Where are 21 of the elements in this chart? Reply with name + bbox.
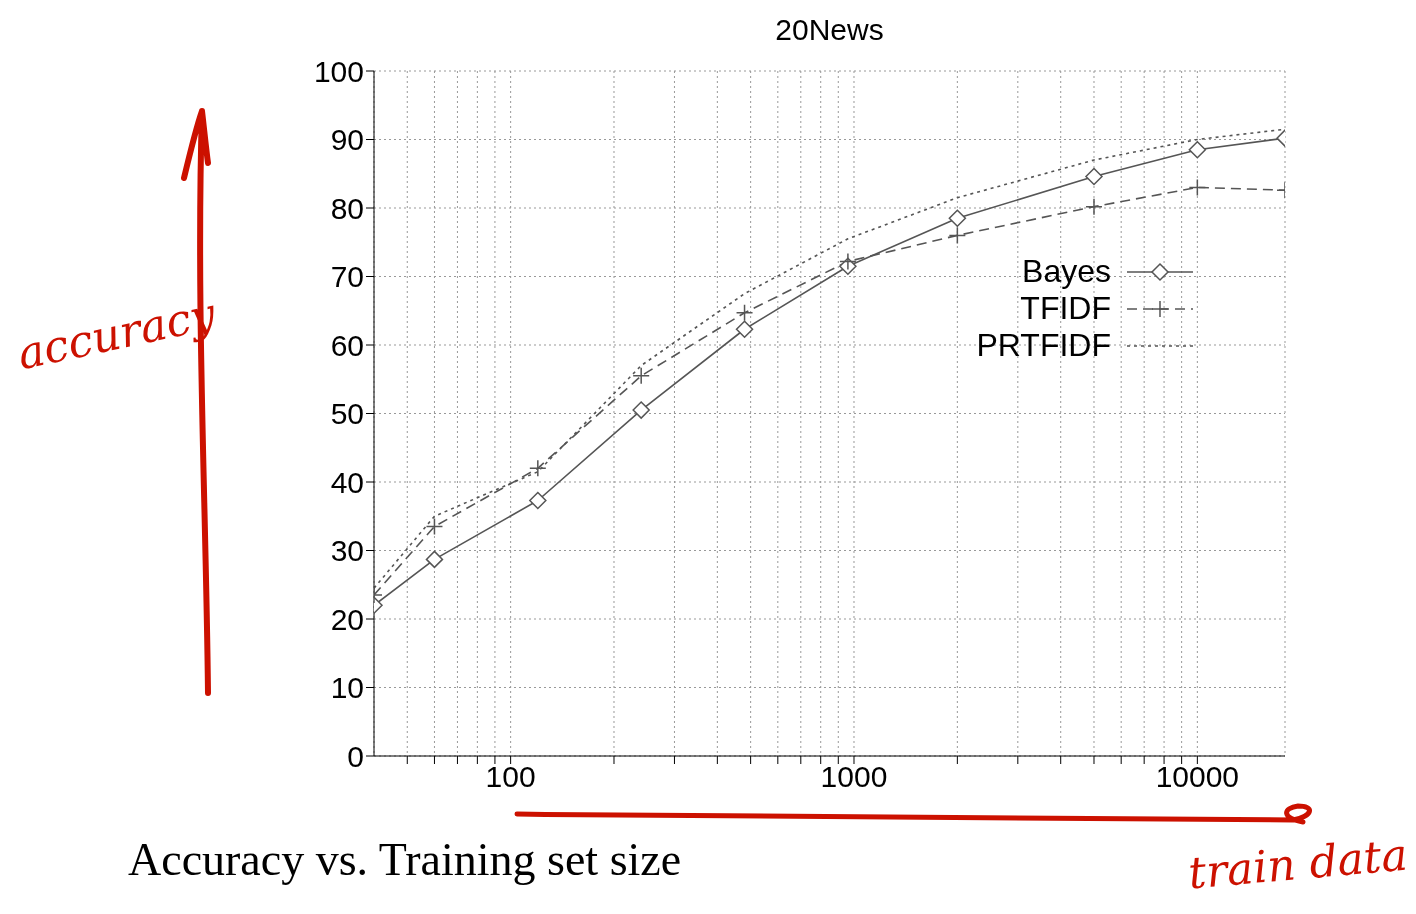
y-tick-label: 90 [330,123,364,157]
y-tick-label: 100 [313,54,364,88]
y-tick-label: 60 [330,328,364,362]
legend-label: Bayes [1022,253,1111,290]
y-tick-label: 50 [330,397,364,431]
y-tick-label: 70 [330,260,364,294]
x-axis-title: train data [1186,828,1410,899]
y-tick-label: 10 [330,671,364,705]
text: Accuracy vs. Training set size [128,833,682,886]
y-tick-label: 30 [330,534,364,568]
legend-label: PRTFIDF [976,327,1111,364]
x-tick-label: 100 [485,760,536,794]
x-tick-label: 10000 [1155,760,1240,794]
chart-title: 20News [774,13,885,47]
y-tick-label: 40 [330,465,364,499]
y-tick-label: 0 [347,739,364,773]
y-tick-label: 80 [330,191,364,225]
legend-label: TFIDF [1020,290,1111,327]
y-tick-label: 20 [330,602,364,636]
y-axis-title: accuracy [12,287,220,380]
x-tick-label: 1000 [820,760,888,794]
